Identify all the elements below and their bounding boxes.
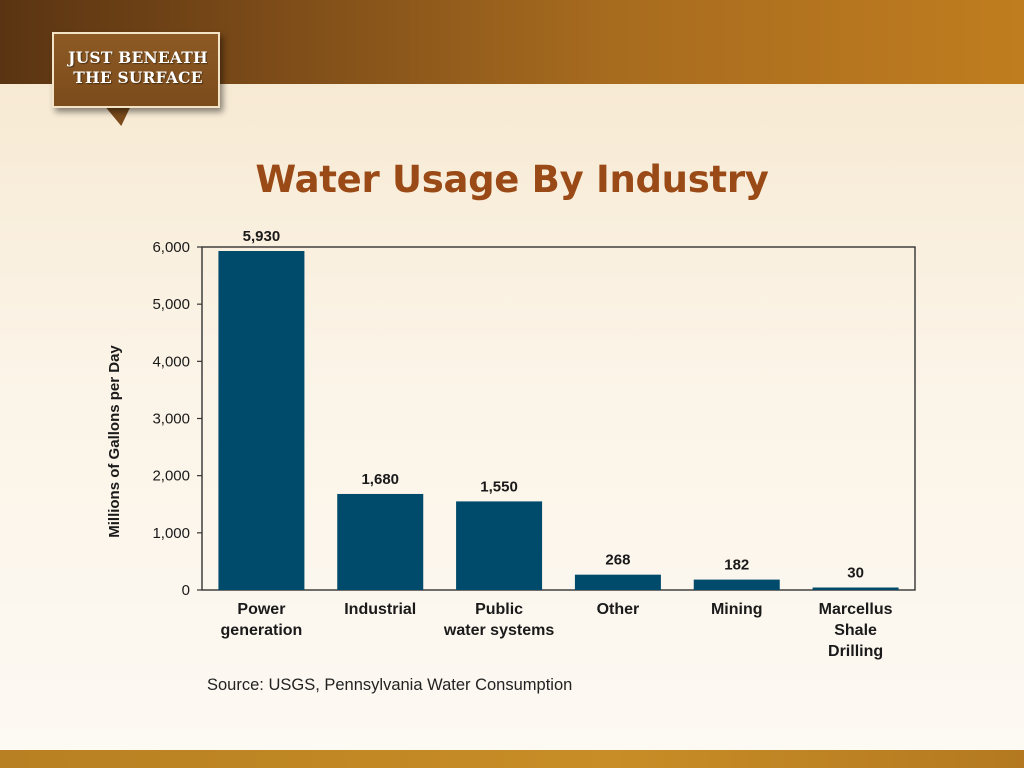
bar (812, 587, 899, 590)
y-tick-label: 3,000 (152, 411, 190, 428)
slide-title: Water Usage By Industry (255, 158, 769, 201)
bar (337, 493, 424, 590)
y-tick-label: 6,000 (152, 239, 190, 256)
data-label: 5,930 (243, 228, 281, 245)
bar (693, 579, 780, 590)
y-tick-label: 2,000 (152, 468, 190, 485)
bar (218, 251, 305, 591)
badge-line-1: JUST BENEATH (68, 48, 208, 67)
data-label: 182 (724, 557, 749, 574)
y-tick-label: 5,000 (152, 296, 190, 313)
badge-line-2: THE SURFACE (73, 68, 203, 87)
category-label: Drilling (828, 643, 883, 660)
data-label: 1,680 (361, 471, 399, 488)
footer-band (0, 750, 1024, 768)
category-label: Other (597, 601, 640, 618)
y-tick-label: 1,000 (152, 525, 190, 542)
category-label: generation (221, 622, 303, 639)
data-label: 268 (605, 552, 630, 569)
y-tick-label: 0 (182, 582, 190, 599)
category-label: water systems (443, 622, 554, 639)
badge-text: JUST BENEATH THE SURFACE (54, 48, 222, 88)
data-label: 1,550 (480, 478, 518, 495)
category-label: Industrial (344, 601, 416, 618)
category-label: Power (237, 601, 285, 618)
source-note: Source: USGS, Pennsylvania Water Consump… (207, 676, 573, 694)
bar (456, 501, 543, 590)
category-label: Marcellus (819, 601, 893, 618)
y-tick-label: 4,000 (152, 353, 190, 370)
data-label: 30 (847, 565, 864, 582)
logo-badge: JUST BENEATH THE SURFACE (44, 28, 234, 130)
category-label: Mining (711, 601, 763, 618)
category-label: Public (475, 601, 523, 618)
badge-panel: JUST BENEATH THE SURFACE (52, 32, 220, 108)
plot-frame (201, 246, 916, 591)
y-axis-title: Millions of Gallons per Day (106, 345, 123, 538)
category-label: Shale (834, 622, 877, 639)
bar (574, 574, 661, 590)
